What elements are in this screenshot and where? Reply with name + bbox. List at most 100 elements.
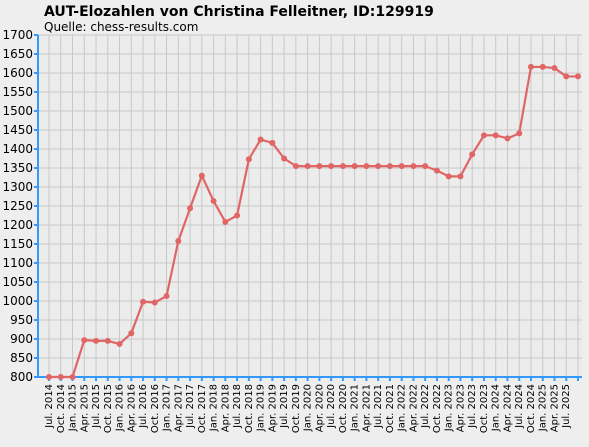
y-tick-label: 1050 [2,275,33,289]
y-tick-label: 1500 [2,104,33,118]
data-point [163,293,170,300]
x-tick-label: Apr. 2024 [502,384,513,432]
data-point [245,156,252,163]
grid [38,34,582,378]
data-point [69,374,76,380]
x-tick-label: Jan. 2016 [115,384,126,432]
data-point [398,163,405,170]
data-point [128,330,135,337]
y-tick-label: 1450 [2,123,33,137]
x-tick-label: Jul. 2025 [561,384,572,429]
x-tick-label: Jul. 2024 [514,384,525,429]
x-tick-label: Jul. 2020 [326,384,337,429]
data-point [104,337,111,344]
y-tick-label: 900 [10,332,33,346]
x-tick-label: Jul. 2015 [91,384,102,429]
x-tick-label: Jan. 2025 [538,384,549,432]
data-point [46,374,52,380]
data-point [386,163,393,170]
data-point [539,63,546,70]
data-point [363,163,370,170]
data-point [527,63,534,70]
chart-title: AUT-Elozahlen von Christina Felleitner, … [44,4,434,20]
x-tick-label: Jul. 2019 [279,384,290,429]
y-tick-label: 1200 [2,218,33,232]
x-tick-label: Jan. 2022 [397,384,408,432]
data-point [375,163,382,170]
chart-subtitle: Quelle: chess-results.com [44,20,198,34]
y-tick-label: 1300 [2,180,33,194]
x-tick-label: Jan. 2023 [444,384,455,432]
series-elo [46,63,581,380]
data-point [469,151,476,158]
x-tick-label: Jul. 2023 [467,384,478,429]
x-tick-label: Oct. 2018 [244,384,255,433]
x-tick-label: Jul. 2022 [420,384,431,429]
data-point [339,163,346,170]
x-tick-label: Jul. 2014 [44,384,55,429]
y-tick-label: 1250 [2,199,33,213]
x-tick-label: Oct. 2023 [479,384,490,433]
data-point [234,212,241,219]
data-point [151,299,158,306]
data-point [445,173,452,180]
x-tick-label: Jan. 2024 [491,384,502,432]
x-tick-label: Apr. 2025 [549,384,560,432]
data-point [457,173,464,180]
data-point [175,237,182,244]
y-tick-label: 950 [10,313,33,327]
x-tick-label: Jul. 2021 [373,384,384,429]
data-point [198,172,205,179]
x-tick-label: Oct. 2015 [103,384,114,433]
y-tick-label: 1700 [2,28,33,42]
x-tick-label: Oct. 2022 [432,384,443,433]
x-tick-label: Oct. 2020 [338,384,349,433]
data-point [516,130,523,137]
x-tick-label: Jan. 2017 [162,384,173,432]
data-point [93,337,100,344]
y-tick-label: 1000 [2,294,33,308]
data-point [81,337,88,344]
x-tick-label: Jul. 2016 [138,384,149,429]
data-point [222,218,229,225]
x-tick-label: Oct. 2016 [150,384,161,433]
x-tick-label: Apr. 2023 [455,384,466,432]
data-point [551,65,558,72]
x-tick-label: Apr. 2015 [79,384,90,432]
data-point [116,340,123,347]
data-point [304,163,311,170]
y-tick-label: 1600 [2,66,33,80]
x-tick-label: Jul. 2017 [185,384,196,429]
data-point [269,139,276,146]
data-point [563,73,570,80]
x-tick-label: Apr. 2019 [267,384,278,432]
x-tick-label: Jan. 2020 [303,384,314,432]
x-tick-label: Oct. 2021 [385,384,396,433]
x-tick-label: Jan. 2019 [256,384,267,432]
x-tick-label: Jan. 2015 [68,384,79,432]
x-tick-label: Apr. 2020 [314,384,325,432]
data-point [316,163,323,170]
y-tick-label: 800 [10,370,33,384]
data-point [575,73,581,80]
x-tick-label: Apr. 2017 [173,384,184,432]
tick-labels: 800 850 900 950 1000 1050 1100 1150 1200 1250 1300… [2,28,572,433]
data-point [504,135,511,142]
x-tick-label: Oct. 2014 [56,384,67,433]
data-point [281,155,288,162]
x-tick-label: Oct. 2017 [197,384,208,433]
data-point [292,163,299,170]
data-point [351,163,358,170]
y-tick-label: 1650 [2,47,33,61]
data-point [57,374,64,380]
x-tick-label: Apr. 2022 [408,384,419,432]
x-tick-label: Jul. 2018 [232,384,243,429]
data-point [492,132,499,139]
x-tick-label: Jan. 2018 [209,384,220,432]
y-tick-label: 1400 [2,142,33,156]
x-tick-label: Oct. 2024 [526,384,537,433]
data-point [410,163,417,170]
x-tick-label: Apr. 2021 [361,384,372,432]
y-tick-label: 1350 [2,161,33,175]
data-point [433,167,440,174]
